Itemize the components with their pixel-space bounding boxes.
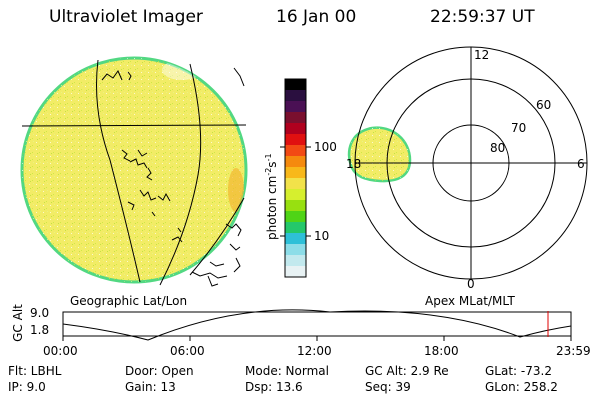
colorbar-swatch (285, 123, 306, 135)
mlt-label-12: 12 (474, 48, 490, 62)
colorbar (280, 78, 311, 278)
altitude-xtick-1200: 12:00 (297, 344, 332, 358)
glon-readout: GLon: 258.2 (485, 380, 558, 394)
geographic-caption: Geographic Lat/Lon (70, 294, 188, 308)
mode-readout: Mode: Normal (245, 364, 329, 378)
colorbar-tick-10: 10 (314, 229, 330, 243)
colorbar-swatch (285, 266, 306, 278)
altitude-xtick-0000: 00:00 (43, 344, 78, 358)
date-label: 16 Jan 00 (276, 7, 357, 27)
altitude-xtick-1800: 18:00 (424, 344, 459, 358)
colorbar-swatch (285, 145, 306, 157)
earth-disk-image (20, 56, 248, 284)
altitude-ytick-9: 9.0 (30, 306, 50, 320)
ip-readout: IP: 9.0 (8, 380, 46, 394)
colorbar-unit-label: photon cm-2s-1 (264, 153, 279, 240)
coastlines (101, 67, 245, 287)
altitude-xtick-0600: 06:00 (170, 344, 205, 358)
time-label: 22:59:37 UT (430, 7, 535, 27)
altitude-ytick-1-8: 1.8 (30, 323, 50, 337)
seq-readout: Seq: 39 (365, 380, 411, 394)
mlt-label-6: 6 (577, 157, 585, 171)
gain-readout: Gain: 13 (125, 380, 176, 394)
colorbar-swatch (285, 167, 306, 179)
colorbar-swatch (285, 189, 306, 201)
mlat-label-60: 60 (536, 98, 552, 112)
mlt-label-0: 0 (467, 277, 475, 291)
colorbar-swatch (285, 101, 306, 113)
mlt-label-18: 18 (346, 157, 362, 171)
colorbar-swatch (285, 112, 306, 124)
altitude-curve (62, 309, 572, 341)
apex-caption: Apex MLat/MLT (425, 294, 515, 308)
colorbar-swatch (285, 79, 306, 91)
mlat-label-80: 80 (490, 141, 506, 155)
altitude-ylabel: GC Alt (10, 304, 25, 342)
colorbar-swatch (285, 244, 306, 256)
colorbar-swatch (285, 178, 306, 190)
colorbar-swatch (285, 255, 306, 267)
colorbar-swatch (285, 134, 306, 146)
dsp-readout: Dsp: 13.6 (245, 380, 303, 394)
geo-grid (21, 59, 247, 286)
colorbar-swatch (285, 211, 306, 223)
glat-readout: GLat: -73.2 (485, 364, 552, 378)
gc-alt-readout: GC Alt: 2.9 Re (365, 364, 449, 378)
colorbar-tick-100: 100 (314, 140, 337, 154)
altitude-xtick-2359: 23:59 (556, 344, 591, 358)
instrument-title: Ultraviolet Imager (49, 7, 203, 27)
altitude-plot (62, 309, 572, 341)
colorbar-swatch (285, 90, 306, 102)
door-readout: Door: Open (125, 364, 194, 378)
colorbar-swatch (285, 233, 306, 245)
filter-readout: Flt: LBHL (8, 364, 62, 378)
colorbar-swatch (285, 222, 306, 234)
colorbar-swatch (285, 156, 306, 168)
mlat-label-70: 70 (511, 121, 527, 135)
polar-mlat-mlt-plot (347, 46, 588, 280)
colorbar-swatch (285, 200, 306, 212)
